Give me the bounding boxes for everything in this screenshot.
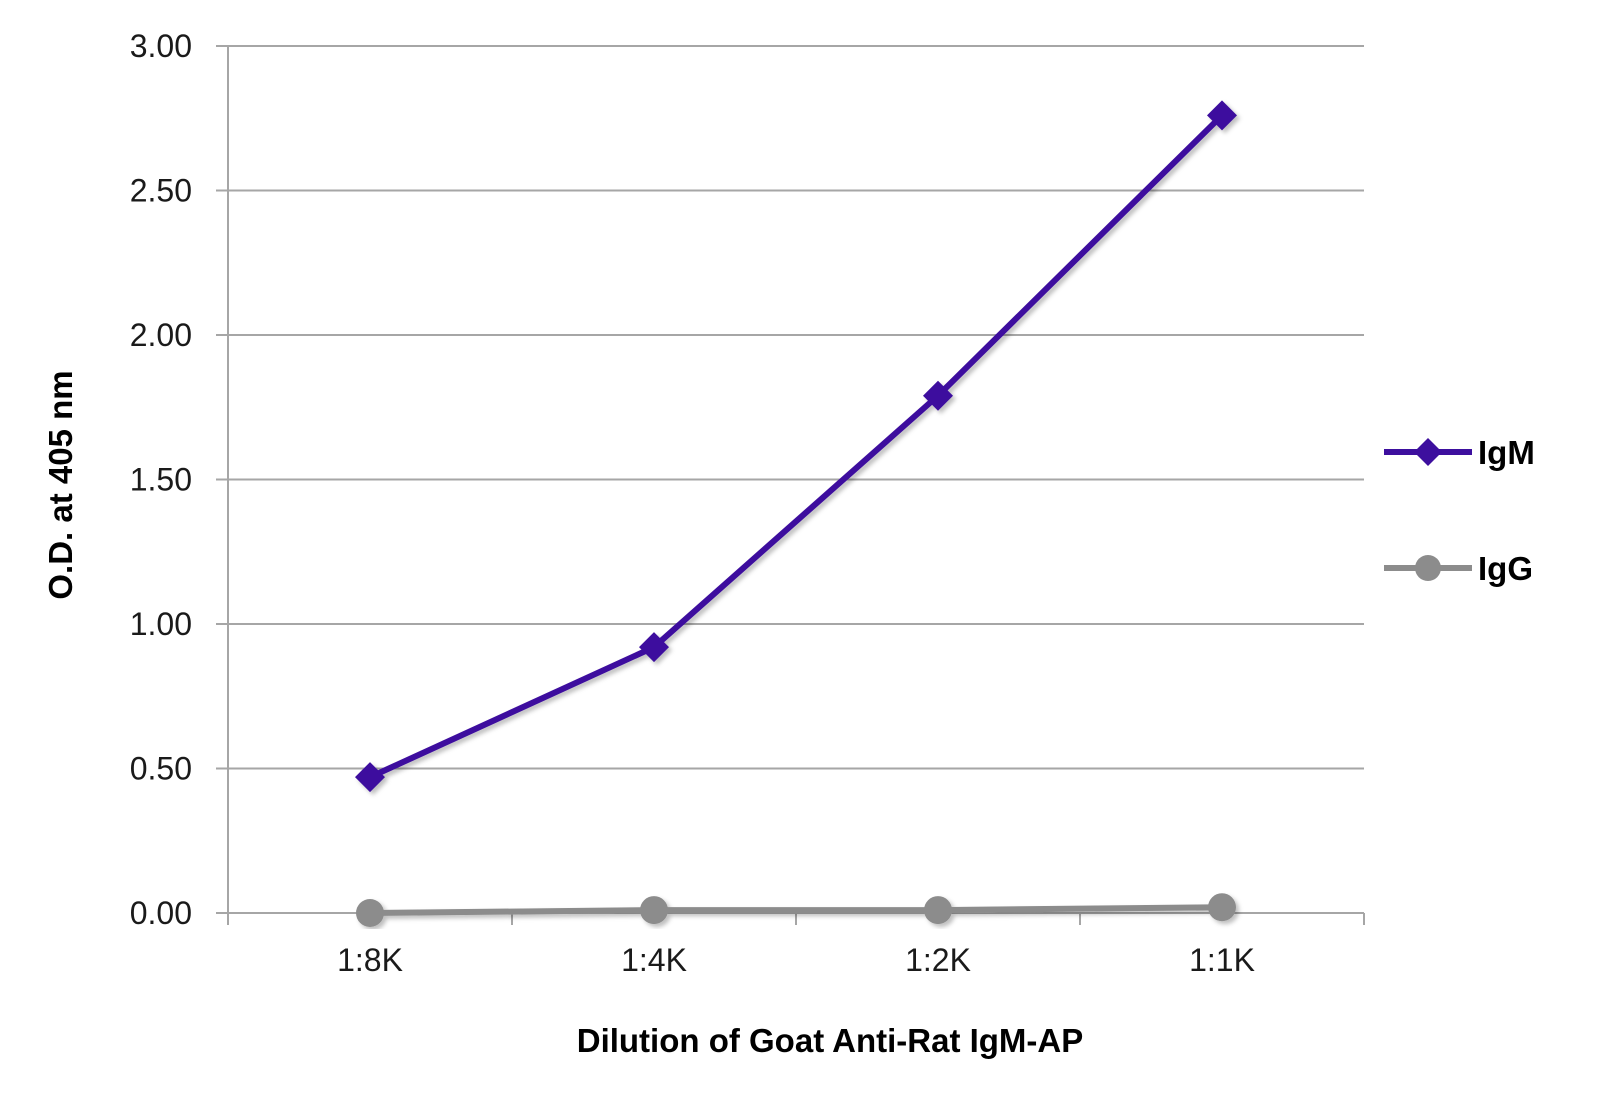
y-tick-label: 0.50	[130, 751, 192, 787]
igg-point-marker	[356, 899, 384, 927]
igm-point-marker	[923, 380, 953, 411]
legend-item-igg: IgG	[1384, 550, 1533, 587]
x-axis-title: Dilution of Goat Anti-Rat IgM-AP	[577, 1022, 1084, 1059]
legend: IgM IgG	[1384, 434, 1535, 587]
legend-label-igm: IgM	[1478, 434, 1535, 471]
y-tick-label: 2.00	[130, 317, 192, 353]
y-tick-label: 1.50	[130, 462, 192, 498]
x-tick-label: 1:2K	[905, 942, 971, 978]
axes: 0.00 0.50 1.00 1.50 2.00 2.50 3.00 1:8K 1:4K 1:2K…	[130, 28, 1365, 978]
y-tick-label: 0.00	[130, 895, 192, 931]
igg-line	[369, 904, 1223, 916]
gridlines	[228, 45, 1364, 770]
series-layer	[355, 100, 1237, 927]
legend-swatch-marker	[1415, 555, 1441, 581]
y-tick-label: 3.00	[130, 28, 192, 64]
igm-point-marker	[639, 632, 669, 663]
y-axis-title: O.D. at 405 nm	[42, 370, 79, 599]
legend-label-igg: IgG	[1478, 550, 1533, 587]
igg-point-marker	[640, 896, 668, 925]
igg-point-marker	[924, 896, 952, 925]
igm-point-marker	[355, 762, 385, 793]
legend-item-igm: IgM	[1384, 434, 1535, 471]
igg-point-marker	[1208, 893, 1236, 922]
x-tick-label: 1:4K	[621, 942, 687, 978]
legend-swatch-marker	[1414, 438, 1442, 466]
x-tick-label: 1:1K	[1189, 942, 1255, 978]
y-tick-label: 1.00	[130, 606, 192, 642]
series-igm	[355, 100, 1237, 793]
x-tick-label: 1:8K	[337, 942, 403, 978]
y-tick-label: 2.50	[130, 173, 192, 209]
igm-point-marker	[1207, 100, 1237, 131]
series-igg	[356, 893, 1236, 927]
igm-line	[368, 113, 1225, 780]
